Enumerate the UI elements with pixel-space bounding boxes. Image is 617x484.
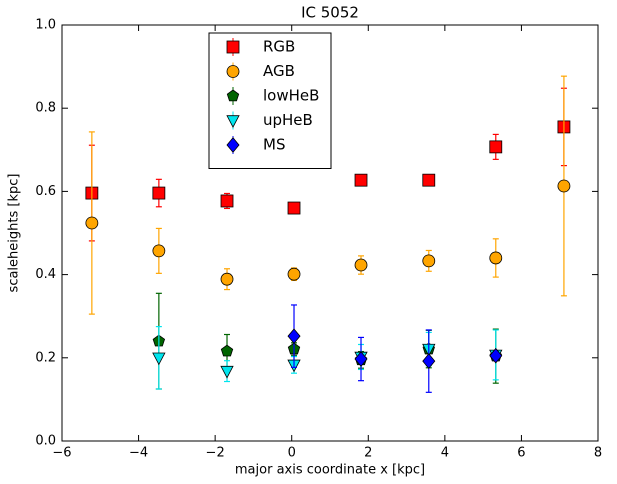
marker	[85, 216, 99, 230]
marker	[152, 352, 166, 366]
marker	[287, 201, 301, 215]
legend-label: RGB	[263, 38, 295, 56]
y-tick-label: 0.6	[35, 184, 56, 199]
marker	[422, 173, 436, 187]
x-tick-label: −6	[52, 446, 71, 461]
marker	[287, 267, 301, 281]
marker	[220, 365, 234, 379]
marker	[489, 347, 503, 364]
x-tick-label: 4	[441, 446, 449, 461]
legend-marker	[226, 89, 240, 102]
x-tick-label: 8	[594, 446, 602, 461]
x-tick-label: 2	[364, 446, 372, 461]
marker	[489, 140, 503, 154]
legend-label: AGB	[263, 62, 295, 80]
x-tick-label: 6	[517, 446, 525, 461]
legend-label: lowHeB	[263, 87, 319, 105]
y-tick-label: 0.0	[35, 434, 56, 449]
legend-label: upHeB	[263, 111, 313, 129]
marker	[152, 186, 166, 200]
marker	[557, 179, 571, 193]
y-tick-label: 0.8	[35, 101, 56, 116]
marker	[354, 351, 368, 367]
x-tick-label: −4	[129, 446, 148, 461]
y-tick-label: 1.0	[35, 18, 56, 33]
marker	[220, 194, 234, 208]
marker	[220, 344, 234, 357]
marker	[422, 254, 436, 268]
legend-marker	[226, 40, 240, 54]
x-axis-label: major axis coordinate x [kpc]	[235, 463, 425, 478]
y-tick-label: 0.4	[35, 267, 56, 282]
marker	[354, 258, 368, 272]
plot-frame	[61, 24, 599, 442]
marker	[287, 328, 301, 344]
x-tick-label: 0	[288, 446, 296, 461]
marker	[354, 173, 368, 187]
marker	[220, 272, 234, 286]
legend-marker	[226, 65, 240, 78]
marker	[152, 244, 166, 258]
chart-title: IC 5052	[301, 4, 359, 22]
legend-marker	[226, 115, 240, 128]
legend-marker	[226, 137, 240, 153]
y-axis-label: scaleheights [kpc]	[7, 174, 22, 293]
y-tick-label: 0.2	[35, 350, 56, 365]
x-tick-label: −2	[206, 446, 225, 461]
marker	[489, 251, 503, 265]
marker	[422, 353, 436, 369]
legend-label: MS	[263, 136, 285, 154]
